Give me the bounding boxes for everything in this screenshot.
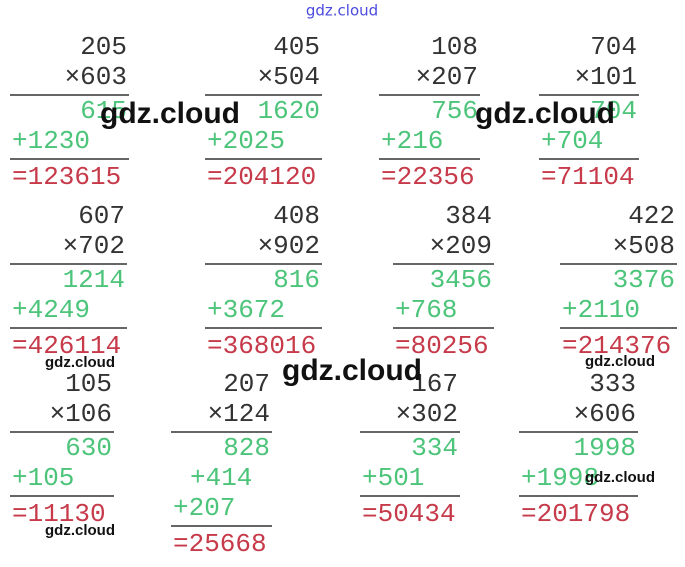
partial-product: +2025: [207, 126, 285, 156]
result: =25668: [173, 529, 267, 559]
multiplier: ×209: [430, 231, 492, 261]
multiplier: ×302: [396, 399, 458, 429]
partial-product: 828: [223, 433, 270, 463]
partial-product: 816: [273, 265, 320, 295]
watermark: gdz.cloud: [282, 354, 422, 387]
multiplicand: 333: [589, 369, 636, 399]
watermark: gdz.cloud: [45, 522, 115, 539]
multiplier: ×504: [258, 62, 320, 92]
multiplicand: 105: [65, 369, 112, 399]
partial-product: +216: [381, 126, 443, 156]
partial-product: +1998: [521, 463, 599, 493]
partial-product: +1230: [12, 126, 90, 156]
result: =71104: [541, 162, 635, 192]
multiplicand: 607: [78, 201, 125, 231]
partial-product: 756: [431, 96, 478, 126]
multiplier: ×606: [574, 399, 636, 429]
partial-product: 3376: [613, 265, 675, 295]
watermark: gdz.cloud: [585, 353, 655, 370]
multiplier: ×702: [63, 231, 125, 261]
partial-product: 704: [590, 96, 637, 126]
result: =368016: [207, 331, 316, 361]
multiplier: ×902: [258, 231, 320, 261]
multiplier: ×603: [65, 62, 127, 92]
partial-product: +3672: [207, 295, 285, 325]
partial-product: +704: [541, 126, 603, 156]
partial-product: 3456: [430, 265, 492, 295]
multiplier: ×124: [208, 399, 270, 429]
result: =214376: [562, 331, 671, 361]
multiplier: ×207: [416, 62, 478, 92]
result: =22356: [381, 162, 475, 192]
partial-product: +501: [362, 463, 424, 493]
multiplicand: 167: [411, 369, 458, 399]
partial-product: +105: [12, 463, 74, 493]
result: =123615: [12, 162, 121, 192]
result: =11130: [12, 499, 106, 529]
partial-product: +768: [395, 295, 457, 325]
partial-product: +2110: [562, 295, 640, 325]
partial-product: 615: [80, 96, 127, 126]
partial-product: +4249: [12, 295, 90, 325]
result: =201798: [521, 499, 630, 529]
partial-product: +207: [173, 493, 235, 523]
result: =426114: [12, 331, 121, 361]
multiplicand: 205: [80, 32, 127, 62]
multiplier: ×101: [575, 62, 637, 92]
partial-product: +414: [190, 463, 252, 493]
result: =80256: [395, 331, 489, 361]
multiplicand: 408: [273, 201, 320, 231]
multiplicand: 422: [628, 201, 675, 231]
multiplicand: 704: [590, 32, 637, 62]
multiplier: ×106: [50, 399, 112, 429]
multiplier: ×508: [613, 231, 675, 261]
multiplicand: 405: [273, 32, 320, 62]
watermark: gdz.cloud: [475, 97, 615, 130]
watermark: gdz.cloud: [45, 354, 115, 371]
header-watermark: gdz.cloud: [306, 2, 378, 20]
multiplicand: 384: [445, 201, 492, 231]
partial-product: 1214: [63, 265, 125, 295]
partial-product: 630: [65, 433, 112, 463]
watermark: gdz.cloud: [585, 469, 655, 486]
result: =50434: [362, 499, 456, 529]
partial-product: 334: [411, 433, 458, 463]
partial-product: 1998: [574, 433, 636, 463]
multiplicand: 207: [223, 369, 270, 399]
partial-product: 1620: [258, 96, 320, 126]
watermark: gdz.cloud: [100, 97, 240, 130]
result: =204120: [207, 162, 316, 192]
multiplicand: 108: [431, 32, 478, 62]
